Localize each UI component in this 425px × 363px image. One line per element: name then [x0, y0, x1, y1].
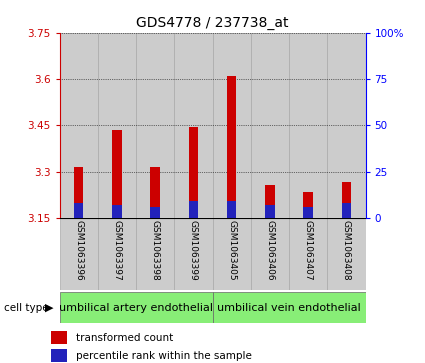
Bar: [150, 207, 160, 218]
Bar: [174, 33, 212, 218]
Bar: [150, 167, 160, 218]
Bar: [51, 331, 67, 344]
Text: GSM1063405: GSM1063405: [227, 220, 236, 281]
Bar: [51, 349, 67, 362]
Bar: [251, 218, 289, 290]
Bar: [289, 218, 327, 290]
Bar: [60, 292, 212, 323]
Bar: [303, 192, 313, 218]
Bar: [74, 203, 83, 218]
Text: GSM1063406: GSM1063406: [265, 220, 275, 281]
Bar: [60, 33, 98, 218]
Text: cell type: cell type: [4, 303, 49, 313]
Bar: [112, 130, 122, 218]
Bar: [303, 207, 313, 218]
Text: GSM1063407: GSM1063407: [303, 220, 313, 281]
Bar: [112, 205, 122, 218]
Bar: [212, 218, 251, 290]
Bar: [136, 33, 174, 218]
Text: GSM1063397: GSM1063397: [112, 220, 122, 281]
Text: transformed count: transformed count: [76, 333, 173, 343]
Bar: [227, 201, 236, 218]
Bar: [327, 218, 366, 290]
Bar: [212, 292, 366, 323]
Text: GSM1063408: GSM1063408: [342, 220, 351, 281]
Bar: [327, 33, 366, 218]
Text: GSM1063399: GSM1063399: [189, 220, 198, 281]
Bar: [227, 76, 236, 218]
Text: GSM1063396: GSM1063396: [74, 220, 83, 281]
Title: GDS4778 / 237738_at: GDS4778 / 237738_at: [136, 16, 289, 30]
Text: umbilical artery endothelial: umbilical artery endothelial: [59, 303, 213, 313]
Bar: [342, 182, 351, 218]
Bar: [189, 127, 198, 218]
Text: umbilical vein endothelial: umbilical vein endothelial: [217, 303, 361, 313]
Bar: [251, 33, 289, 218]
Bar: [98, 33, 136, 218]
Bar: [98, 218, 136, 290]
Text: percentile rank within the sample: percentile rank within the sample: [76, 351, 252, 361]
Bar: [189, 201, 198, 218]
Bar: [60, 218, 98, 290]
Bar: [212, 33, 251, 218]
Bar: [74, 167, 83, 218]
Bar: [265, 185, 275, 218]
Text: GSM1063398: GSM1063398: [150, 220, 160, 281]
Bar: [136, 218, 174, 290]
Text: ▶: ▶: [45, 303, 53, 313]
Bar: [289, 33, 327, 218]
Bar: [342, 203, 351, 218]
Bar: [265, 205, 275, 218]
Bar: [174, 218, 212, 290]
